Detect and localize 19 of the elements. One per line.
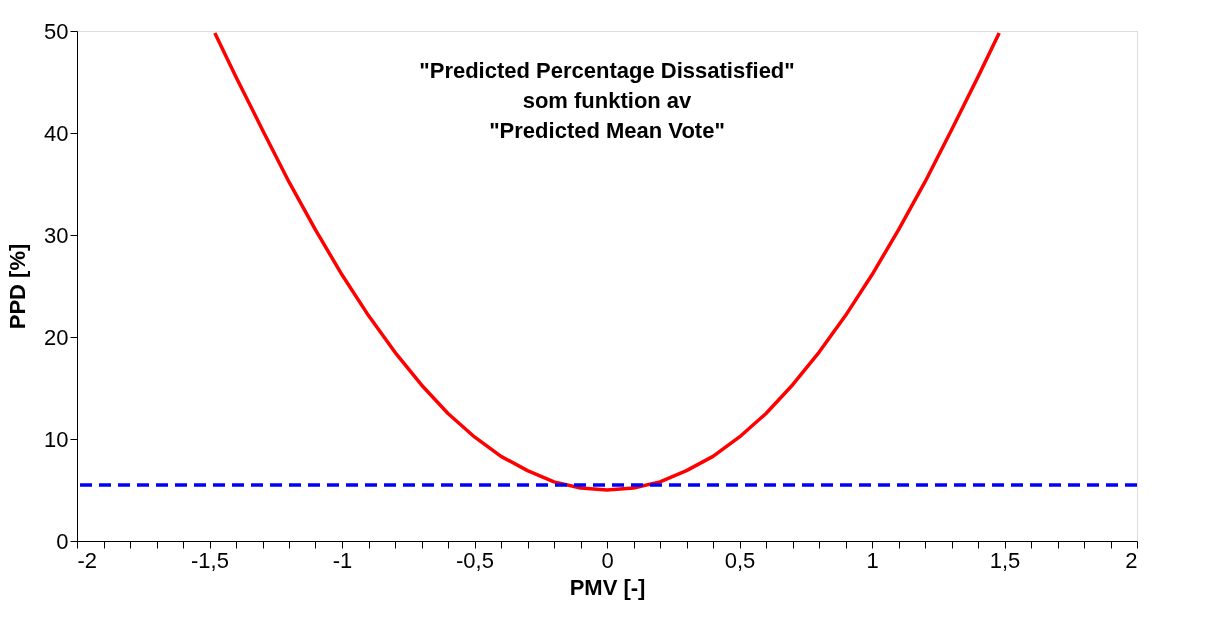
text: "Predicted Percentage Dissatisfied" som funktion av "Predicted Mean Vote" <box>419 58 795 143</box>
x-tick-label: -1 <box>332 547 353 573</box>
y-axis-title: PPD [%] <box>5 243 31 330</box>
x-tick-label: 2 <box>1125 547 1138 573</box>
y-tick-label: 50 <box>44 18 69 44</box>
x-axis-title: PMV [-] <box>569 574 646 600</box>
x-tick-label: -0,5 <box>456 547 494 573</box>
line-series <box>213 31 1001 492</box>
x-tick-label: -2 <box>77 547 98 573</box>
x-tick-label: 1,5 <box>989 547 1021 573</box>
y-tick-label: 20 <box>44 324 69 350</box>
x-tick-label: 0 <box>601 547 614 573</box>
y-tick-label: 10 <box>44 426 69 452</box>
y-tick-label: 0 <box>56 528 69 554</box>
y-tick-label: 30 <box>44 222 69 248</box>
x-tick-label: -1,5 <box>191 547 229 573</box>
x-tick-label: 0,5 <box>724 547 756 573</box>
y-tick-label: 40 <box>44 120 69 146</box>
x-tick-label: 1 <box>866 547 879 573</box>
